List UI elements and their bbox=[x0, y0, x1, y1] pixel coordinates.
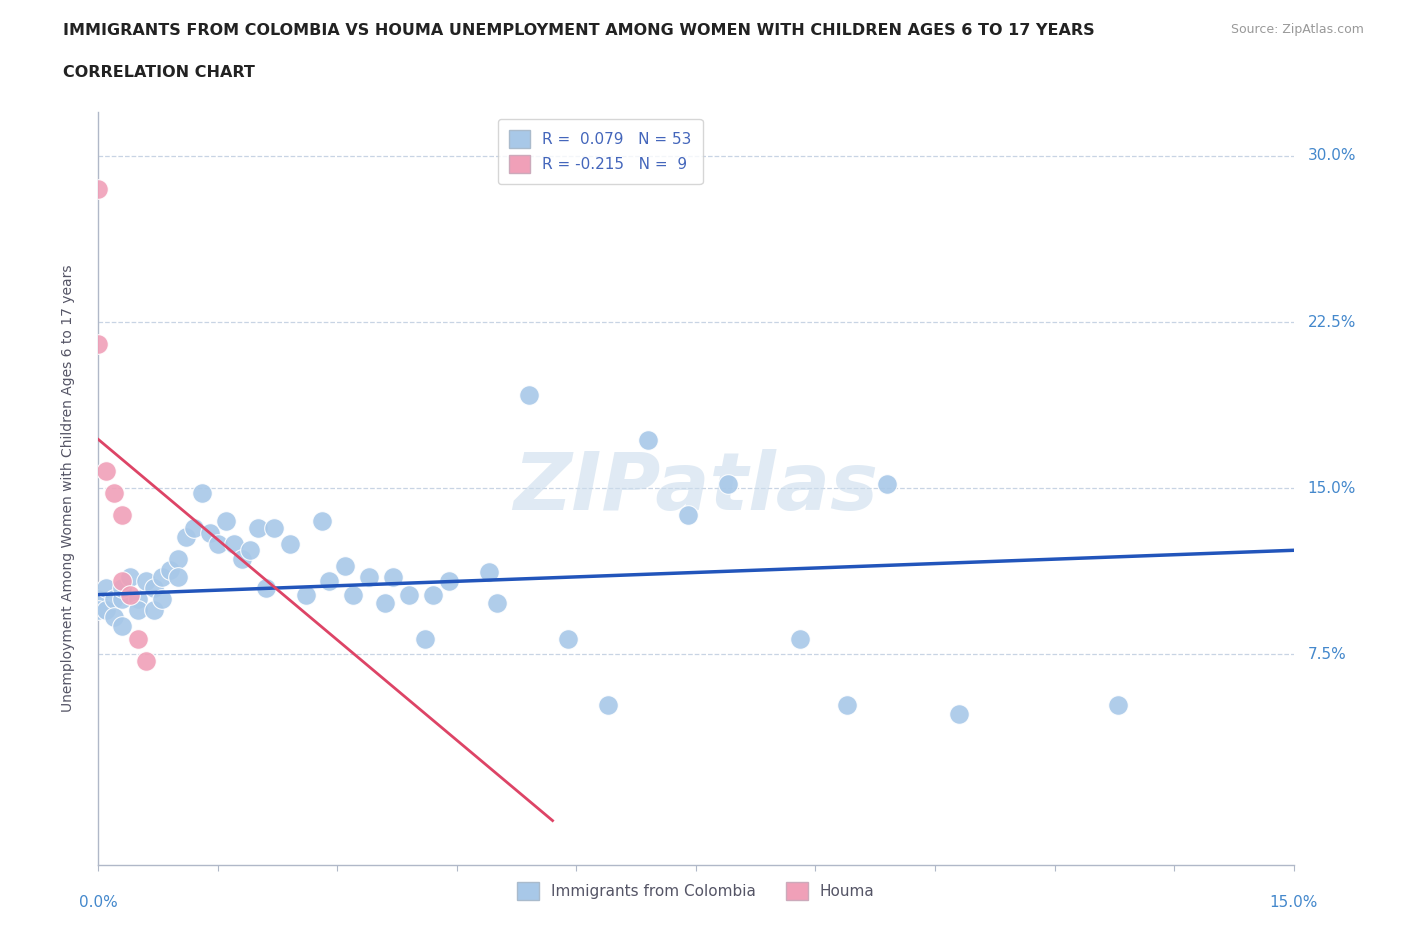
Point bbox=[103, 485, 125, 500]
Point bbox=[103, 591, 125, 606]
Point bbox=[120, 569, 142, 584]
Point bbox=[111, 618, 134, 633]
Point bbox=[96, 463, 118, 478]
Point bbox=[318, 574, 340, 589]
Point bbox=[96, 603, 118, 618]
Point bbox=[342, 587, 364, 602]
Point bbox=[413, 631, 436, 646]
Point bbox=[278, 537, 301, 551]
Point bbox=[222, 537, 245, 551]
Point bbox=[717, 476, 740, 491]
Point bbox=[422, 587, 444, 602]
Point bbox=[135, 574, 157, 589]
Point bbox=[111, 508, 134, 523]
Point bbox=[87, 603, 110, 618]
Text: IMMIGRANTS FROM COLOMBIA VS HOUMA UNEMPLOYMENT AMONG WOMEN WITH CHILDREN AGES 6 : IMMIGRANTS FROM COLOMBIA VS HOUMA UNEMPL… bbox=[63, 23, 1095, 38]
Point bbox=[1107, 698, 1129, 712]
Point bbox=[191, 485, 214, 500]
Text: 22.5%: 22.5% bbox=[1308, 314, 1355, 329]
Point bbox=[135, 654, 157, 669]
Text: 0.0%: 0.0% bbox=[79, 896, 118, 910]
Point bbox=[111, 591, 134, 606]
Text: CORRELATION CHART: CORRELATION CHART bbox=[63, 65, 254, 80]
Point bbox=[198, 525, 221, 540]
Point bbox=[254, 580, 277, 595]
Point bbox=[167, 569, 190, 584]
Point bbox=[263, 521, 285, 536]
Text: Source: ZipAtlas.com: Source: ZipAtlas.com bbox=[1230, 23, 1364, 36]
Point bbox=[398, 587, 420, 602]
Point bbox=[637, 432, 659, 447]
Point bbox=[374, 596, 396, 611]
Point bbox=[87, 337, 110, 352]
Point bbox=[294, 587, 316, 602]
Text: 7.5%: 7.5% bbox=[1308, 647, 1346, 662]
Point bbox=[382, 569, 405, 584]
Point bbox=[120, 587, 142, 602]
Point bbox=[478, 565, 501, 580]
Point bbox=[485, 596, 508, 611]
Point bbox=[437, 574, 460, 589]
Point bbox=[246, 521, 269, 536]
Point bbox=[837, 698, 859, 712]
Point bbox=[174, 529, 197, 544]
Y-axis label: Unemployment Among Women with Children Ages 6 to 17 years: Unemployment Among Women with Children A… bbox=[60, 264, 75, 712]
Point bbox=[876, 476, 898, 491]
Point bbox=[150, 569, 173, 584]
Point bbox=[143, 603, 166, 618]
Point bbox=[143, 580, 166, 595]
Point bbox=[159, 563, 181, 578]
Point bbox=[183, 521, 205, 536]
Text: 30.0%: 30.0% bbox=[1308, 149, 1355, 164]
Point bbox=[103, 609, 125, 624]
Point bbox=[335, 558, 357, 573]
Point bbox=[127, 631, 149, 646]
Point bbox=[557, 631, 579, 646]
Point bbox=[127, 603, 149, 618]
Point bbox=[111, 574, 134, 589]
Point bbox=[167, 551, 190, 566]
Point bbox=[215, 514, 238, 529]
Text: 15.0%: 15.0% bbox=[1308, 481, 1355, 496]
Point bbox=[127, 591, 149, 606]
Point bbox=[598, 698, 620, 712]
Point bbox=[87, 591, 110, 606]
Point bbox=[789, 631, 811, 646]
Point bbox=[311, 514, 333, 529]
Point bbox=[207, 537, 229, 551]
Point bbox=[96, 580, 118, 595]
Point bbox=[359, 569, 381, 584]
Legend: Immigrants from Colombia, Houma: Immigrants from Colombia, Houma bbox=[512, 876, 880, 906]
Point bbox=[150, 591, 173, 606]
Point bbox=[517, 388, 540, 403]
Point bbox=[676, 508, 699, 523]
Point bbox=[239, 543, 262, 558]
Text: ZIPatlas: ZIPatlas bbox=[513, 449, 879, 527]
Point bbox=[231, 551, 253, 566]
Point bbox=[948, 707, 970, 722]
Point bbox=[111, 580, 134, 595]
Point bbox=[87, 181, 110, 196]
Text: 15.0%: 15.0% bbox=[1270, 896, 1317, 910]
